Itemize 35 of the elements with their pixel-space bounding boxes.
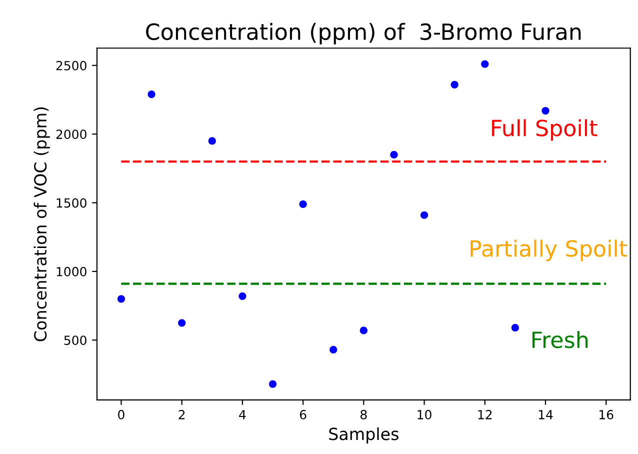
y-tick-label: 1000 (56, 266, 86, 276)
annotation: Partially Spoilt (470, 240, 628, 262)
x-tick-label: 14 (538, 410, 553, 420)
y-tick-label: 1500 (56, 198, 86, 208)
x-tick-label: 6 (300, 410, 306, 420)
x-tick-label: 10 (418, 410, 432, 420)
point (390, 150, 398, 158)
y-tick-label: 2000 (56, 130, 86, 140)
point (208, 137, 216, 145)
point (330, 346, 338, 354)
x-axis-title: Samples (329, 427, 398, 444)
ref-line-label: Full Spoilt (492, 119, 598, 141)
x-tick-label: 4 (239, 410, 246, 420)
x-tick-label: 0 (118, 410, 124, 420)
point (450, 80, 458, 88)
point (238, 292, 246, 300)
point (117, 295, 126, 303)
ref-line-label: Fresh (532, 331, 588, 348)
x-tick-label: 8 (360, 410, 367, 420)
y-axis-title: Concentration of VOC (ppm) (34, 107, 50, 342)
y-tick-label: 500 (64, 336, 86, 346)
point (542, 106, 550, 115)
point (420, 211, 428, 219)
point (299, 200, 307, 208)
point (268, 380, 277, 388)
chart-title: Concentration (ppm) of 3-Bromo Furan (146, 22, 581, 44)
point (178, 319, 186, 327)
point (148, 90, 156, 98)
y-tick-label: 2500 (56, 60, 86, 70)
point (511, 324, 519, 332)
point (360, 326, 368, 334)
x-tick-label: 2 (178, 410, 185, 420)
x-tick-label: 12 (478, 410, 492, 420)
point (481, 60, 489, 68)
x-tick-label: 16 (600, 410, 614, 420)
